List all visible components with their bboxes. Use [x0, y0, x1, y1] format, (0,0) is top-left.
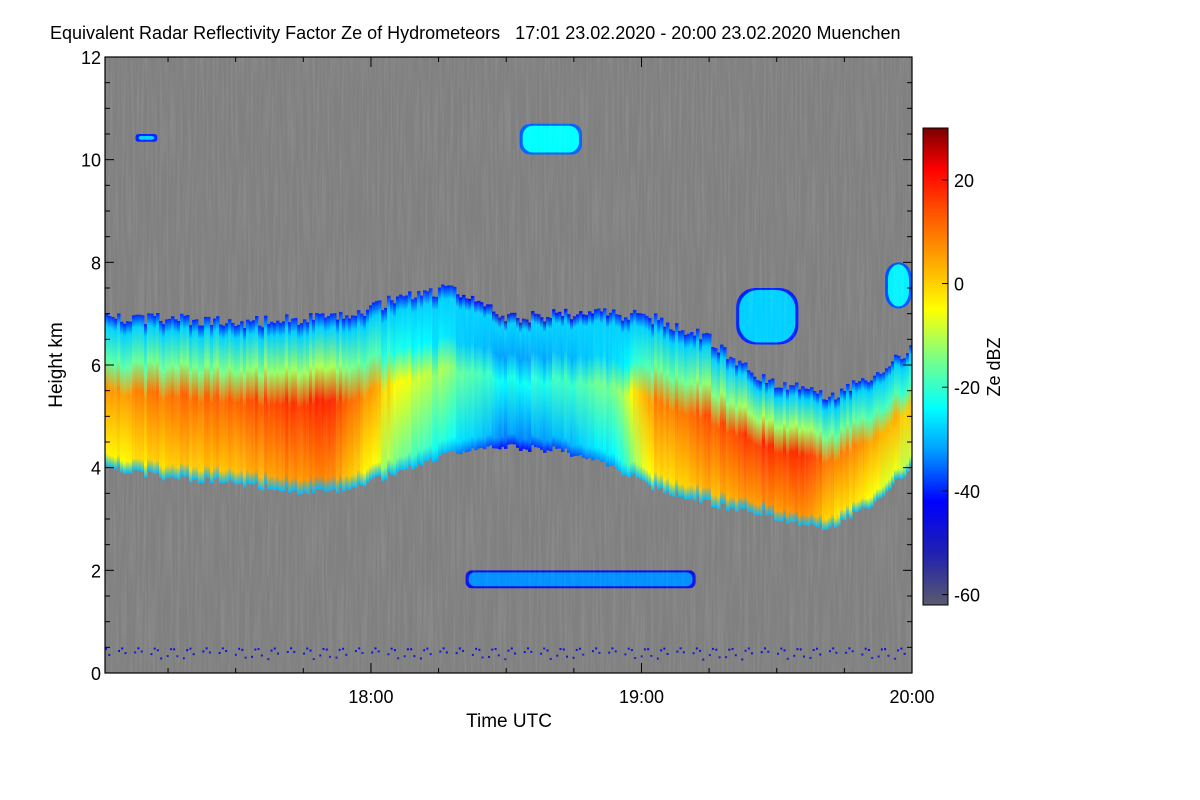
y-tick-label: 12 — [81, 48, 101, 68]
x-axis: 18:00 19:00 20:00 — [167, 57, 935, 707]
colorbar-gradient — [922, 127, 949, 606]
streak-texture — [105, 57, 912, 673]
x-axis-label: Time UTC — [466, 711, 552, 732]
chart-title: Equivalent Radar Reflectivity Factor Ze … — [50, 23, 901, 43]
y-tick-label: 4 — [91, 459, 101, 479]
colorbar-label: Ze dBZ — [984, 337, 1004, 396]
y-tick-label: 10 — [81, 151, 101, 171]
colorbar-tick-label: -40 — [954, 482, 980, 502]
x-tick-label: 19:00 — [619, 687, 664, 707]
y-tick-label: 6 — [91, 356, 101, 376]
y-axis-label: Height km — [46, 322, 67, 408]
y-tick-label: 0 — [91, 664, 101, 684]
y-tick-label: 2 — [91, 561, 101, 581]
x-tick-label: 20:00 — [889, 687, 934, 707]
colorbar-tick-label: -60 — [954, 586, 980, 606]
colorbar: -60 -40 -20 0 20 Ze dBZ — [922, 127, 1004, 606]
colorbar-tick-label: 20 — [954, 171, 974, 191]
x-tick-label: 18:00 — [348, 687, 393, 707]
colorbar-tick-label: 0 — [954, 275, 964, 295]
y-tick-label: 8 — [91, 253, 101, 273]
colorbar-tick-label: -20 — [954, 378, 980, 398]
y-axis: 0 2 4 6 8 10 12 — [81, 48, 912, 684]
